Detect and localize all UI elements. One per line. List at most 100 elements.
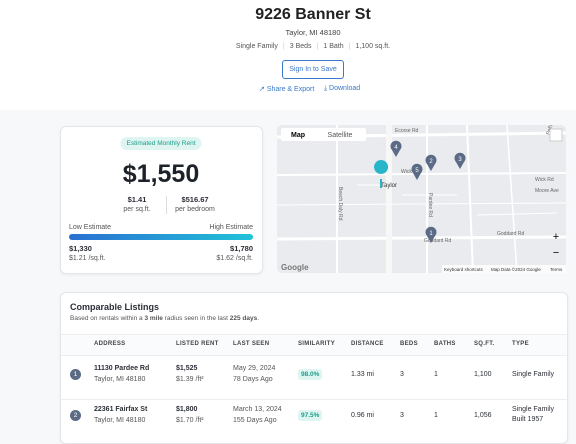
address: 22361 Fairfax St bbox=[94, 406, 148, 413]
zoom-out[interactable]: − bbox=[553, 247, 559, 259]
sqft: 1,100 bbox=[474, 371, 492, 378]
markers: 4 5 2 3 1 bbox=[390, 140, 466, 243]
type: Single Family bbox=[512, 371, 555, 378]
baths: 1 bbox=[434, 371, 438, 378]
high-sqft: $1.62 /sq.ft. bbox=[216, 255, 253, 262]
street: Wick Rd bbox=[535, 177, 554, 183]
city: Taylor, MI 48180 bbox=[94, 376, 146, 383]
type: Built 1957 bbox=[512, 416, 544, 423]
row-index: 1 bbox=[70, 369, 81, 380]
sign-in-button[interactable]: Sign In to Save bbox=[282, 60, 344, 79]
beds: 3 bbox=[400, 412, 404, 419]
rent: $1,800 bbox=[176, 406, 198, 413]
fact: 1,100 sq.ft. bbox=[355, 43, 391, 50]
row-index: 2 bbox=[70, 410, 81, 421]
marker[interactable] bbox=[390, 140, 402, 157]
column-header: ADDRESS bbox=[94, 341, 126, 347]
city: Taylor, MI 48180 bbox=[94, 417, 146, 424]
ago: 78 Days Ago bbox=[233, 376, 273, 383]
shortcuts[interactable]: Keyboard shortcuts bbox=[444, 267, 484, 272]
address: Taylor, MI 48180 bbox=[285, 28, 341, 37]
page: 9226 Banner St Taylor, MI 48180 Single F… bbox=[60, 6, 568, 444]
per-bedroom-label: per bedroom bbox=[175, 206, 215, 213]
high-label: High Estimate bbox=[209, 224, 253, 231]
high-value: $1,780 bbox=[230, 244, 253, 253]
marker-label: 1 bbox=[429, 231, 433, 237]
similarity: 98.0% bbox=[298, 369, 323, 380]
roads bbox=[277, 125, 566, 273]
low-value: $1,330 bbox=[69, 244, 92, 253]
address: 11130 Pardee Rd bbox=[94, 365, 150, 372]
zoom-in[interactable]: + bbox=[553, 231, 559, 243]
map[interactable]: Map Satellite Ecorse Rd Wick Rd Wick Rd … bbox=[277, 125, 566, 273]
map-bg bbox=[277, 125, 566, 273]
text: 225 days bbox=[229, 315, 258, 322]
per-bedroom: $516.67 bbox=[181, 195, 209, 204]
rent: $1,525 bbox=[176, 365, 198, 372]
marker-label: 5 bbox=[415, 168, 419, 174]
distance: 0.96 mi bbox=[351, 412, 374, 419]
column-header: LAST SEEN bbox=[233, 341, 270, 347]
column-header: BEDS bbox=[400, 341, 418, 347]
marker[interactable] bbox=[411, 163, 423, 180]
tab[interactable]: Map bbox=[291, 132, 305, 139]
per-sqft-label: per sq.ft. bbox=[123, 206, 151, 213]
subject-pin bbox=[374, 160, 389, 188]
column-header: DISTANCE bbox=[351, 341, 384, 347]
marker[interactable] bbox=[454, 152, 466, 169]
marker[interactable] bbox=[425, 226, 437, 243]
text: 3 mile bbox=[144, 315, 163, 322]
map-tabs: Map Satellite bbox=[281, 128, 366, 141]
text: radius seen in the last bbox=[162, 315, 230, 322]
per-sqft: $1.41 bbox=[127, 195, 147, 204]
marker-label: 3 bbox=[458, 157, 462, 163]
google-logo: Google bbox=[281, 263, 309, 272]
marker[interactable] bbox=[425, 154, 437, 171]
terms[interactable]: Terms bbox=[550, 267, 563, 272]
distance: 1.33 mi bbox=[351, 371, 374, 378]
sqft: 1,056 bbox=[474, 412, 492, 419]
beds: 3 bbox=[400, 371, 404, 378]
divider bbox=[166, 196, 167, 214]
fact: 3 Beds bbox=[289, 43, 312, 50]
label: Share & Export bbox=[266, 86, 315, 93]
last-seen: March 13, 2024 bbox=[233, 406, 282, 413]
fact: 1 Bath bbox=[323, 43, 344, 50]
tab[interactable]: Satellite bbox=[328, 132, 353, 139]
street: Goddard Rd bbox=[497, 231, 524, 237]
column-header: SQ.FT. bbox=[474, 341, 495, 347]
low-sqft: $1.21 /sq.ft. bbox=[69, 255, 106, 262]
street: Beech Daly Rd bbox=[337, 187, 343, 221]
facts: Single Family | 3 Beds | 1 Bath | 1,100 sq.ft. bbox=[235, 43, 391, 50]
column-header: BATHS bbox=[434, 341, 456, 347]
column-header: SIMILARITY bbox=[298, 341, 335, 347]
marker-label: 2 bbox=[429, 159, 433, 165]
badge: Estimated Monthly Rent bbox=[120, 137, 202, 150]
text: . bbox=[257, 315, 260, 322]
map-data: Map Data ©2024 Google bbox=[491, 266, 541, 272]
fact: Single Family bbox=[235, 43, 278, 50]
baths: 1 bbox=[434, 412, 438, 419]
download-link[interactable]: ⤓ Download bbox=[324, 85, 361, 92]
zoom: + − bbox=[549, 128, 563, 259]
marker-label: 4 bbox=[394, 145, 398, 151]
similarity: 97.5% bbox=[298, 410, 323, 421]
rent-sqft: $1.70 /ft² bbox=[176, 417, 204, 424]
street: Goddard Rd bbox=[424, 238, 451, 244]
low-label: Low Estimate bbox=[69, 224, 112, 231]
title: 9226 Banner St bbox=[255, 6, 371, 23]
rent-sqft: $1.39 /ft² bbox=[176, 376, 204, 383]
share-link[interactable]: ↗ Share & Export bbox=[259, 86, 315, 93]
label: Sign In to Save bbox=[289, 66, 337, 73]
street: Ecorse Rd bbox=[395, 128, 419, 134]
column-header: TYPE bbox=[512, 341, 529, 347]
comparables-subtitle: Based on rentals within a 3 mile radius … bbox=[70, 315, 259, 322]
comparables-card: Comparable Listings Based on rentals wit… bbox=[60, 292, 568, 444]
row-divider bbox=[61, 399, 567, 400]
last-seen: May 29, 2024 bbox=[233, 365, 276, 372]
table-header bbox=[61, 334, 567, 356]
label: Download bbox=[329, 85, 361, 92]
city: Taylor bbox=[381, 183, 397, 189]
type: Single Family bbox=[512, 406, 555, 413]
ago: 155 Days Ago bbox=[233, 417, 277, 424]
